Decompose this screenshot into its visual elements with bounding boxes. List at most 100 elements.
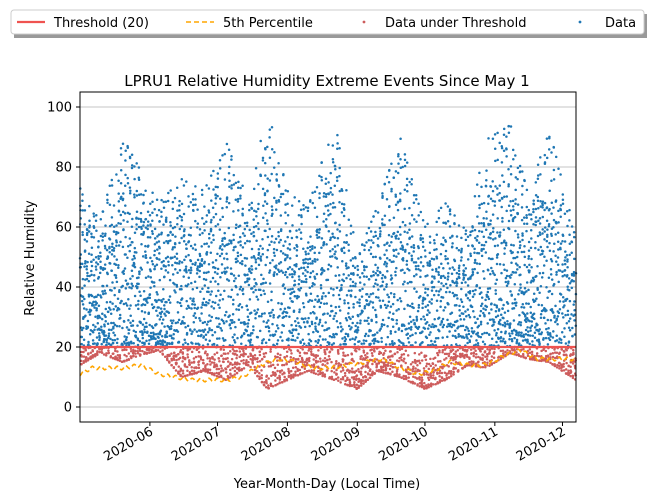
data-point — [501, 216, 504, 220]
data-point — [375, 315, 378, 319]
data-point — [406, 231, 409, 234]
data-point — [389, 330, 393, 333]
under-threshold-point — [354, 349, 358, 353]
data-point — [134, 330, 138, 334]
under-threshold-point — [301, 348, 304, 351]
data-point — [498, 141, 501, 145]
data-point — [403, 230, 406, 234]
data-point — [510, 294, 513, 297]
data-point — [336, 237, 340, 240]
data-point — [291, 275, 294, 279]
data-point — [479, 335, 483, 339]
data-point — [514, 188, 517, 192]
data-point — [520, 206, 524, 209]
data-point — [536, 288, 539, 291]
data-point — [240, 334, 244, 337]
under-threshold-point — [181, 372, 185, 375]
under-threshold-point — [136, 351, 140, 355]
data-point — [401, 268, 404, 272]
data-point — [250, 207, 254, 210]
data-point — [390, 189, 393, 193]
data-point — [338, 147, 341, 150]
data-point — [253, 277, 256, 281]
data-point — [539, 173, 542, 176]
data-point — [505, 195, 509, 198]
data-point — [137, 299, 140, 303]
data-point — [114, 276, 118, 280]
data-point — [311, 247, 314, 251]
under-threshold-point — [436, 372, 439, 376]
data-point — [374, 313, 378, 317]
data-point — [491, 199, 495, 203]
under-threshold-point — [321, 359, 325, 362]
data-point — [320, 161, 323, 164]
under-threshold-point — [316, 360, 320, 363]
data-point — [327, 327, 331, 330]
data-point — [230, 155, 233, 158]
under-threshold-point — [247, 360, 250, 364]
under-threshold-point — [118, 356, 122, 360]
data-point — [105, 300, 109, 304]
data-point — [394, 237, 398, 240]
data-point — [535, 297, 538, 301]
data-point — [498, 191, 501, 195]
data-point — [493, 133, 497, 136]
data-point — [331, 255, 334, 258]
data-point — [516, 212, 520, 215]
data-point — [320, 271, 324, 274]
data-point — [112, 249, 116, 252]
data-point — [295, 254, 299, 257]
data-point — [123, 342, 127, 345]
data-point — [230, 318, 234, 322]
data-point — [279, 250, 283, 253]
data-point — [364, 339, 368, 343]
data-point — [563, 259, 567, 262]
data-point — [447, 303, 450, 306]
under-threshold-point — [364, 375, 368, 379]
under-threshold-point — [432, 366, 435, 369]
data-point — [291, 300, 294, 303]
data-point — [446, 278, 450, 281]
data-point — [533, 299, 537, 303]
data-point — [192, 314, 195, 318]
under-threshold-point — [371, 370, 374, 374]
data-point — [484, 251, 488, 254]
data-point — [405, 161, 409, 164]
data-point — [413, 287, 416, 290]
data-point — [486, 290, 490, 294]
data-point — [85, 277, 89, 281]
data-point — [304, 269, 307, 272]
data-point — [137, 178, 141, 182]
data-point — [517, 322, 520, 326]
data-point — [518, 164, 522, 168]
data-point — [252, 291, 255, 294]
data-point — [464, 267, 468, 270]
data-point — [376, 237, 380, 240]
data-point — [439, 288, 442, 291]
data-point — [573, 313, 576, 316]
data-point — [515, 301, 518, 305]
data-point — [572, 270, 576, 274]
data-point — [99, 294, 102, 297]
data-point — [80, 299, 84, 303]
data-point — [479, 322, 483, 326]
data-point — [405, 177, 409, 181]
under-threshold-point — [355, 383, 359, 387]
data-point — [426, 222, 429, 226]
data-point — [564, 299, 567, 302]
data-point — [110, 328, 113, 332]
data-point — [272, 247, 276, 251]
data-point — [88, 313, 92, 316]
data-point — [347, 324, 351, 328]
data-point — [315, 215, 319, 219]
under-threshold-point — [439, 360, 442, 363]
under-threshold-point — [364, 354, 367, 357]
under-threshold-point — [402, 360, 405, 363]
data-point — [92, 304, 95, 307]
data-point — [267, 319, 270, 322]
data-point — [478, 206, 481, 210]
data-point — [121, 284, 124, 288]
data-point — [94, 219, 98, 222]
data-point — [226, 257, 229, 261]
data-point — [298, 308, 301, 311]
